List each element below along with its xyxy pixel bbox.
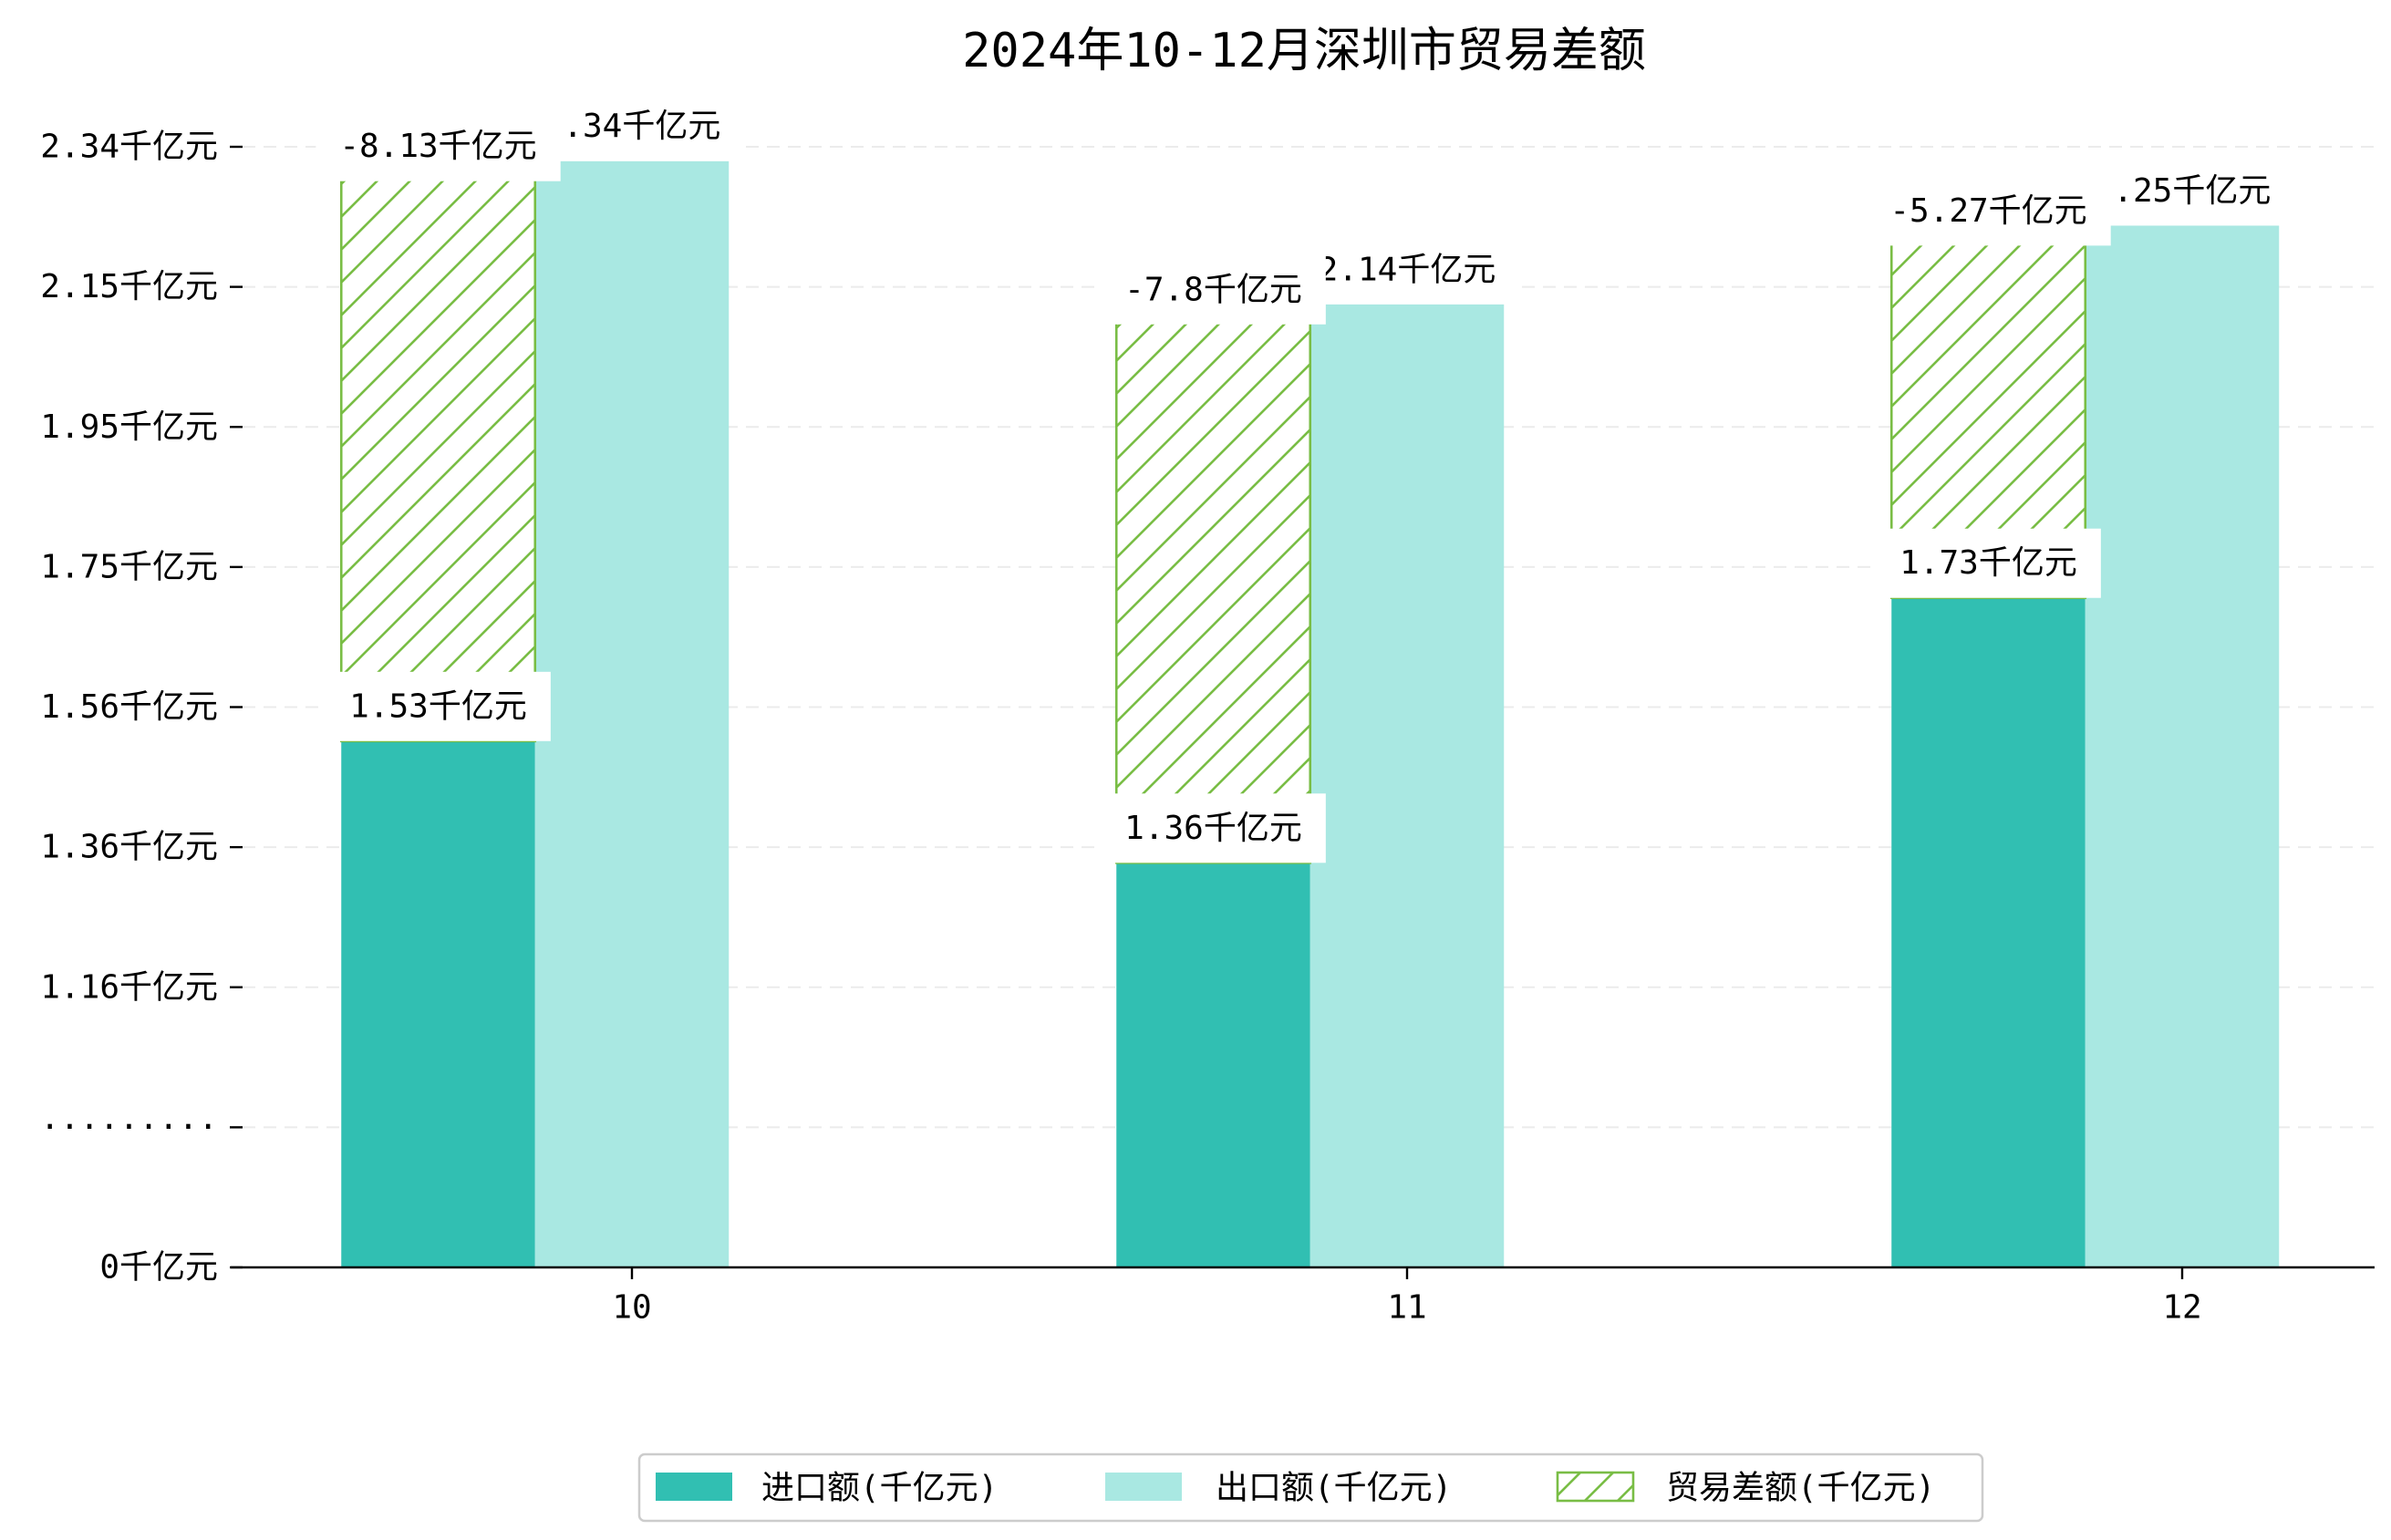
import-value-label: 1.36千亿元 (1101, 793, 1326, 863)
balance-value-label-text: -8.13千亿元 (339, 128, 536, 165)
bars (339, 160, 2280, 1268)
export-bar-10 (534, 160, 730, 1268)
x-tick-label: 11 (1387, 1289, 1426, 1327)
legend: 进口额(千亿元) 出口额(千亿元) 贸易差额(千亿元) (637, 1452, 1984, 1523)
balance-value-label: -8.13千亿元 (316, 111, 561, 181)
x-axis-ticks: 10 11 12 (612, 1267, 2202, 1327)
import-value-label-box (1101, 793, 1326, 863)
export-bar-11 (1309, 304, 1505, 1267)
import-value-label-text: 1.73千亿元 (1899, 544, 2077, 582)
balance-value-label-box (1101, 254, 1326, 325)
import-bar-10 (341, 740, 535, 1267)
y-tick-label: 1.95千亿元 (40, 408, 218, 446)
data-labels: 1.53千亿元 1.36千亿元 1.73千亿元 2.34千亿元 2.14千亿元 2.25千… (316, 91, 2295, 863)
balance-value-label-text: -5.27千亿元 (1889, 192, 2086, 230)
legend-label-import: 进口额(千亿元) (761, 1470, 998, 1507)
y-tick-label: 0千亿元 (99, 1249, 218, 1287)
balance-value-label-text: -7.8千亿元 (1124, 271, 1302, 308)
export-value-label-text: 2.25千亿元 (2094, 172, 2272, 210)
y-tick-label: ········· (40, 1109, 218, 1146)
y-tick-label: 2.15千亿元 (40, 268, 218, 305)
chart-title: 2024年10-12月深圳市贸易差额 (962, 24, 1646, 78)
legend-swatch-import (656, 1473, 732, 1501)
y-axis-ticks: 0千亿元 ········· 1.16千亿元 1.36千亿元 1.56千亿元 1.75千亿… (40, 129, 243, 1287)
import-value-label: 1.73千亿元 (1876, 528, 2101, 598)
export-bar-12 (2085, 225, 2280, 1267)
x-tick-label: 12 (2162, 1289, 2201, 1327)
legend-frame (637, 1452, 1984, 1523)
import-value-label: 1.53千亿元 (326, 671, 551, 741)
legend-label-balance: 贸易差额(千亿元) (1666, 1470, 1935, 1507)
balance-value-label: -7.8千亿元 (1101, 254, 1326, 325)
import-bar-11 (1116, 863, 1310, 1267)
export-value-label-box (1294, 234, 1520, 305)
balance-value-label-box (316, 111, 561, 181)
legend-label-export: 出口额(千亿元) (1216, 1470, 1452, 1507)
legend-swatch-balance (1556, 1471, 1635, 1503)
y-tick-label: 1.16千亿元 (40, 968, 218, 1006)
export-value-label: 2.14千亿元 (1294, 234, 1520, 305)
x-tick-label: 10 (612, 1289, 651, 1327)
legend-swatch-export (1105, 1473, 1182, 1501)
export-value-label-text: 2.14千亿元 (1319, 251, 1496, 288)
import-value-label-text: 1.36千亿元 (1124, 810, 1302, 847)
y-tick-label: 2.34千亿元 (40, 129, 218, 166)
import-value-label-text: 1.53千亿元 (349, 687, 527, 725)
balance-bar-10 (339, 160, 537, 743)
import-value-label-box (1876, 528, 2101, 598)
y-tick-label: 1.36千亿元 (40, 829, 218, 866)
balance-bar-11 (1114, 303, 1312, 864)
y-tick-label: 1.56千亿元 (40, 688, 218, 726)
balance-value-label: -5.27千亿元 (1866, 176, 2111, 246)
balance-value-label-box (1866, 176, 2111, 246)
export-value-label-text: 2.34千亿元 (543, 108, 721, 145)
import-bar-12 (1891, 597, 2086, 1267)
y-tick-label: 1.75千亿元 (40, 548, 218, 585)
import-value-label-box (326, 671, 551, 741)
